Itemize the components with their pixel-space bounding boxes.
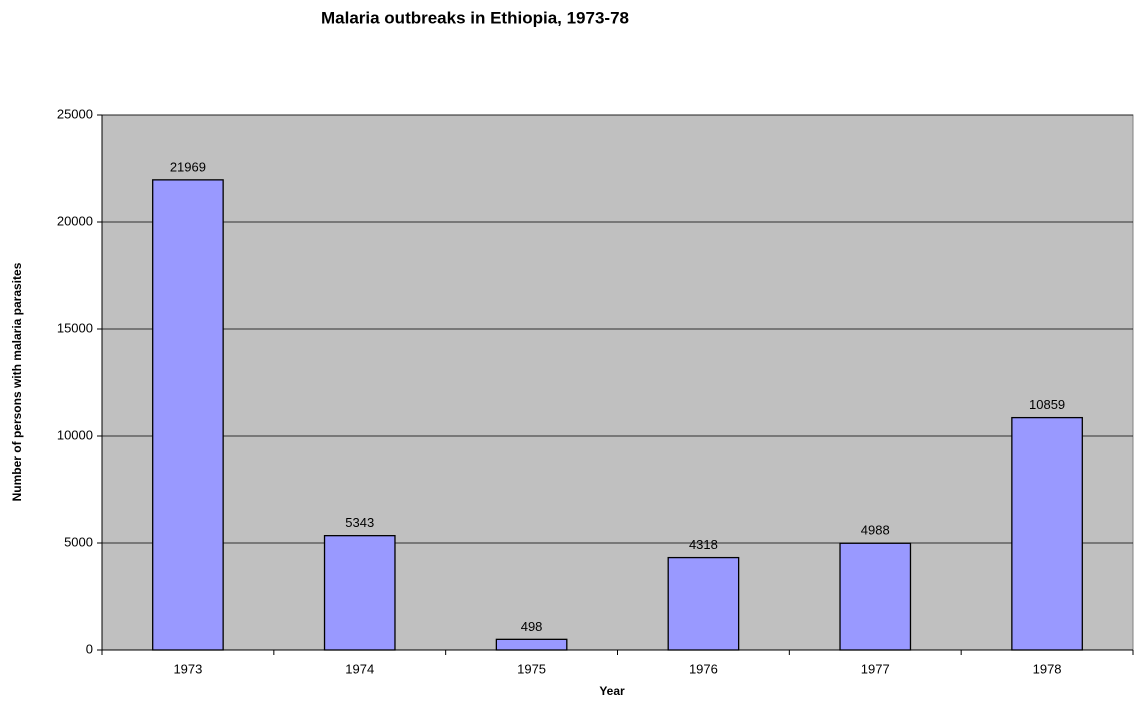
data-label: 4988 xyxy=(861,523,890,538)
y-tick-label: 15000 xyxy=(57,320,93,335)
x-tick-label: 1976 xyxy=(689,661,718,676)
x-tick-label: 1977 xyxy=(861,661,890,676)
x-tick-label: 1973 xyxy=(173,661,202,676)
bar xyxy=(839,542,912,651)
plot-area xyxy=(101,114,1134,651)
y-tick-label: 20000 xyxy=(57,213,93,228)
chart-title: Malaria outbreaks in Ethiopia, 1973-78 xyxy=(321,8,629,27)
data-label: 21969 xyxy=(170,159,206,174)
data-label: 4318 xyxy=(689,537,718,552)
x-tick-label: 1975 xyxy=(517,661,546,676)
y-axis-title: Number of persons with malaria parasites xyxy=(10,262,24,501)
x-axis-title: Year xyxy=(599,684,625,698)
bar xyxy=(495,638,568,651)
bar xyxy=(323,535,396,651)
bar xyxy=(152,179,224,651)
data-label: 5343 xyxy=(345,515,374,530)
y-tick-label: 0 xyxy=(86,641,93,656)
y-tick-label: 10000 xyxy=(57,427,93,442)
bar xyxy=(667,556,740,651)
bar xyxy=(1011,416,1083,651)
data-label: 10859 xyxy=(1029,397,1065,412)
data-label: 498 xyxy=(521,619,543,634)
x-tick-label: 1978 xyxy=(1033,661,1062,676)
y-tick-label: 5000 xyxy=(64,534,93,549)
y-tick-label: 25000 xyxy=(57,106,93,121)
x-tick-label: 1974 xyxy=(345,661,374,676)
